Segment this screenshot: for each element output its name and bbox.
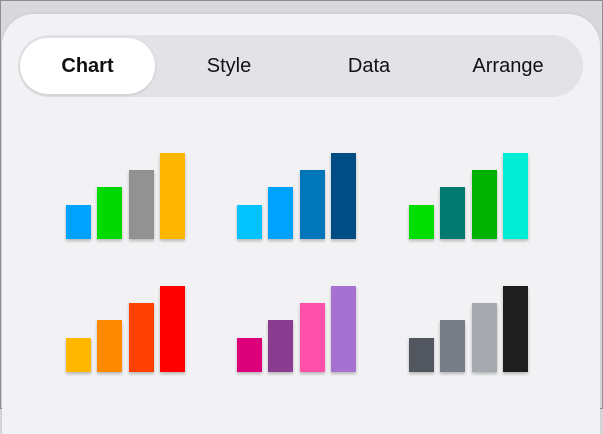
tab-arrange[interactable]: Arrange <box>472 54 544 77</box>
bar-chart-icon-bar <box>268 187 293 239</box>
chart-style-3-button[interactable] <box>409 139 539 239</box>
bar-chart-icon-bar <box>472 303 497 372</box>
chart-style-6-button[interactable] <box>409 272 539 372</box>
tab-data[interactable]: Data <box>347 54 391 77</box>
bar-chart-icon-bar <box>97 187 122 239</box>
format-tabs: Chart Style Data Arrange <box>18 35 583 97</box>
bar-chart-icon-bar <box>129 303 154 372</box>
bar-chart-icon-bar <box>409 338 434 372</box>
bar-chart-icon-bar <box>503 286 528 372</box>
bar-chart-icon-bar <box>300 170 325 239</box>
bar-chart-icon-bar <box>237 205 262 239</box>
bar-chart-icon-bar <box>66 338 91 372</box>
bar-chart-icon-bar <box>97 320 122 372</box>
bar-chart-icon-bar <box>440 320 465 372</box>
bar-chart-icon-bar <box>409 205 434 239</box>
bar-chart-icon-bar <box>440 187 465 239</box>
bar-chart-icon-bar <box>160 286 185 372</box>
bar-chart-icon-bar <box>503 153 528 239</box>
bar-chart-icon-bar <box>331 286 356 372</box>
chart-style-1-button[interactable] <box>66 139 196 239</box>
chart-style-5-button[interactable] <box>237 272 367 372</box>
bar-chart-icon-bar <box>237 338 262 372</box>
chart-style-2-button[interactable] <box>237 139 367 239</box>
bar-chart-icon-bar <box>129 170 154 239</box>
bar-chart-icon-bar <box>66 205 91 239</box>
tab-chart[interactable]: Chart <box>20 38 155 94</box>
tab-style[interactable]: Style <box>206 54 252 77</box>
bar-chart-icon-bar <box>160 153 185 239</box>
bar-chart-icon-bar <box>331 153 356 239</box>
chart-style-4-button[interactable] <box>66 272 196 372</box>
bar-chart-icon-bar <box>268 320 293 372</box>
bar-chart-icon-bar <box>300 303 325 372</box>
bar-chart-icon-bar <box>472 170 497 239</box>
